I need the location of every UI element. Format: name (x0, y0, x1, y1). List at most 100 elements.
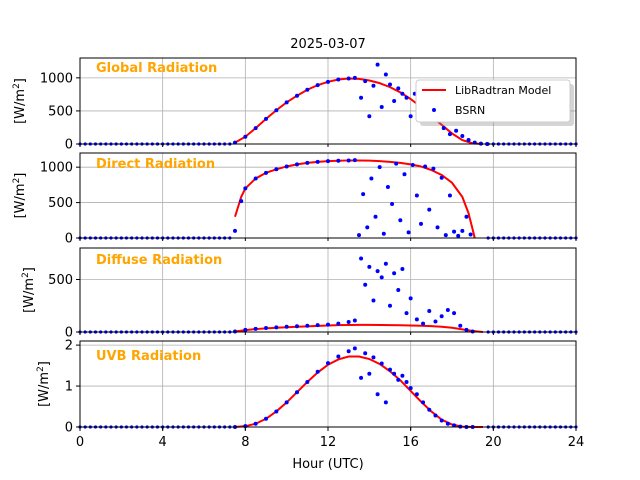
obs-point-diffuse (284, 324, 289, 329)
obs-point-direct (460, 228, 465, 233)
ylabel-part: ] (22, 267, 37, 272)
obs-point-uvb (433, 413, 438, 418)
x-tick-label: 8 (241, 435, 249, 450)
ylabel-part: [W/m (13, 89, 28, 124)
obs-point-global (466, 138, 471, 143)
obs-point-uvb (274, 409, 279, 414)
obs-point-global (375, 62, 380, 67)
obs-point-global (243, 134, 248, 139)
obs-point-diffuse (379, 275, 384, 280)
obs-point-uvb (346, 349, 351, 354)
ylabel-part: [W/m (37, 372, 52, 407)
x-axis-label: Hour (UTC) (292, 457, 363, 472)
ylabel-part: ] (13, 78, 28, 83)
obs-point-uvb (367, 371, 372, 376)
y-tick-label-direct: 1000 (40, 161, 73, 176)
obs-point-uvb (359, 375, 364, 380)
obs-point-diffuse (452, 311, 457, 316)
obs-point-diffuse (367, 264, 372, 269)
obs-point-global (400, 91, 405, 96)
obs-point-diffuse (336, 321, 341, 326)
obs-point-direct (468, 232, 473, 237)
obs-point-diffuse (396, 288, 401, 292)
obs-point-uvb (408, 386, 413, 391)
obs-point-direct (456, 233, 461, 238)
obs-point-global (388, 82, 392, 87)
panel-direct: Direct Radiation [W/m2] 0 500 1000 (12, 152, 578, 247)
obs-point-uvb (404, 379, 409, 384)
obs-point-diffuse (233, 329, 237, 334)
obs-point-diffuse (404, 311, 409, 316)
obs-point-uvb (427, 407, 432, 412)
obs-point-global (363, 79, 368, 84)
obs-point-uvb (414, 392, 419, 397)
legend-obs-swatch (432, 108, 436, 112)
panel-label-direct: Direct Radiation (96, 157, 215, 172)
x-axis: 0 4 8 12 16 20 24 (76, 427, 584, 450)
obs-point-diffuse (427, 309, 432, 313)
obs-point-global (408, 114, 413, 119)
obs-point-direct (390, 202, 395, 206)
obs-point-diffuse (375, 269, 380, 274)
obs-point-direct (284, 164, 289, 169)
obs-point-direct (305, 160, 310, 165)
obs-point-direct (377, 165, 382, 170)
obs-point-diffuse (439, 314, 444, 319)
obs-point-diffuse (445, 307, 450, 312)
obs-point-global (404, 95, 409, 100)
panel-label-global: Global Radiation (96, 61, 217, 76)
obs-point-uvb (383, 400, 388, 405)
obs-point-direct (423, 164, 428, 169)
obs-point-diffuse (383, 261, 388, 266)
obs-point-uvb (388, 367, 392, 372)
obs-point-diffuse (470, 329, 475, 334)
obs-point-direct (385, 185, 390, 189)
obs-point-direct (369, 176, 374, 181)
obs-point-global (359, 95, 364, 100)
obs-point-direct (435, 225, 440, 230)
obs-point-diffuse (414, 317, 419, 322)
obs-point-direct (253, 176, 258, 181)
obs-point-direct (414, 193, 419, 198)
obs-point-global (264, 116, 268, 121)
obs-point-direct (274, 167, 279, 172)
obs-point-diffuse (264, 326, 268, 331)
obs-point-diffuse (433, 319, 438, 324)
obs-point-direct (239, 199, 244, 204)
x-tick-label: 4 (159, 435, 167, 450)
panel-label-diffuse: Diffuse Radiation (96, 253, 222, 268)
obs-point-global (371, 83, 376, 88)
y-tick-label-global: 0 (65, 138, 73, 153)
x-tick-label: 16 (402, 435, 419, 450)
y-tick-label-direct: 500 (48, 196, 73, 211)
obs-point-uvb (305, 379, 310, 384)
ylabel-part: [W/m (13, 183, 28, 218)
obs-point-direct (406, 230, 411, 235)
obs-point-diffuse (295, 324, 299, 329)
obs-point-global (274, 108, 279, 113)
obs-point-global (305, 87, 310, 92)
legend-obs-label: BSRN (455, 104, 485, 117)
obs-point-direct (295, 162, 299, 167)
obs-point-diffuse (371, 298, 376, 303)
obs-point-direct (419, 221, 423, 226)
obs-point-uvb (439, 418, 444, 423)
obs-point-direct (243, 186, 248, 191)
obs-point-global (315, 83, 320, 88)
obs-point-global (392, 99, 397, 103)
obs-point-uvb (363, 351, 368, 356)
obs-point-direct (357, 233, 361, 238)
ylabel-sup: 2 (21, 272, 31, 278)
obs-point-direct (361, 192, 366, 197)
obs-point-direct (365, 225, 370, 230)
obs-point-direct (398, 218, 403, 223)
obs-point-diffuse (305, 323, 310, 328)
obs-point-diffuse (274, 325, 279, 330)
obs-point-direct (447, 193, 452, 198)
legend: LibRadtran Model BSRN (415, 79, 574, 126)
obs-point-uvb (400, 373, 405, 378)
obs-point-uvb (326, 361, 330, 366)
y-tick-label-diffuse: 500 (48, 273, 73, 288)
obs-point-uvb (375, 392, 380, 397)
